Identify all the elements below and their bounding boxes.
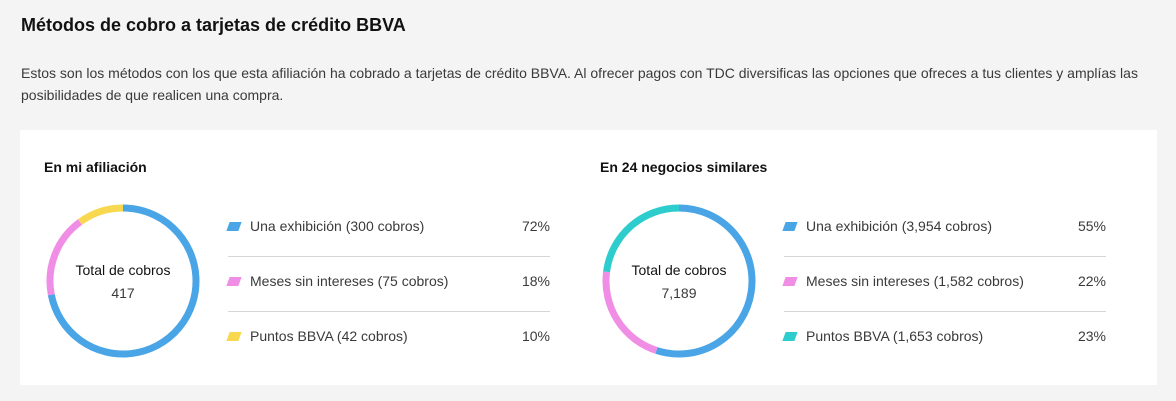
donut-slice-interest-free bbox=[46, 219, 83, 296]
panel-my-affiliation: En mi afiliación Total de cobros 417 Una… bbox=[20, 130, 550, 385]
donut-slice-bbva-points bbox=[78, 204, 124, 225]
chart-legend: Una exhibición (3,954 cobros) 55% Meses … bbox=[782, 202, 1106, 367]
donut-center-total: 7,189 bbox=[661, 284, 697, 301]
donut-slice-single-payment bbox=[47, 204, 200, 358]
legend-row-bbva-points: Puntos BBVA (42 cobros) 10% bbox=[226, 312, 550, 367]
legend-label: Una exhibición (3,954 cobros) bbox=[806, 218, 992, 234]
legend-percentage: 22% bbox=[1077, 273, 1106, 289]
donut-center: Total de cobros 7,189 bbox=[600, 202, 758, 360]
donut-svg bbox=[602, 204, 756, 358]
legend-label: Meses sin intereses (1,582 cobros) bbox=[806, 273, 1024, 289]
legend-row-single-payment: Una exhibición (300 cobros) 72% bbox=[226, 202, 550, 257]
legend-row-single-payment: Una exhibición (3,954 cobros) 55% bbox=[782, 202, 1106, 257]
legend-swatch bbox=[782, 332, 798, 341]
legend-row-interest-free: Meses sin intereses (1,582 cobros) 22% bbox=[782, 257, 1106, 312]
page-description: Estos son los métodos con los que esta a… bbox=[21, 65, 1138, 103]
legend-percentage: 72% bbox=[521, 218, 550, 234]
legend-percentage: 23% bbox=[1077, 328, 1106, 344]
legend-percentage: 10% bbox=[521, 328, 550, 344]
legend-percentage: 55% bbox=[1077, 218, 1106, 234]
donut-center-total: 417 bbox=[111, 284, 135, 301]
legend-swatch bbox=[226, 332, 242, 341]
legend-swatch bbox=[226, 277, 242, 286]
legend-label: Puntos BBVA (42 cobros) bbox=[250, 328, 408, 344]
donut-slice-interest-free bbox=[602, 271, 658, 354]
donut-slice-bbva-points bbox=[603, 204, 680, 273]
chart-legend: Una exhibición (300 cobros) 72% Meses si… bbox=[226, 202, 550, 367]
panel-title: En 24 negocios similares bbox=[600, 159, 768, 175]
legend-percentage: 18% bbox=[521, 273, 550, 289]
legend-row-bbva-points: Puntos BBVA (1,653 cobros) 23% bbox=[782, 312, 1106, 367]
legend-label: Puntos BBVA (1,653 cobros) bbox=[806, 328, 984, 344]
donut-chart: Total de cobros 417 bbox=[44, 202, 202, 360]
payment-methods-card: En mi afiliación Total de cobros 417 Una… bbox=[20, 130, 1157, 385]
legend-label: Una exhibición (300 cobros) bbox=[250, 218, 425, 234]
page-title: Métodos de cobro a tarjetas de crédito B… bbox=[21, 15, 406, 35]
legend-row-interest-free: Meses sin intereses (75 cobros) 18% bbox=[226, 257, 550, 312]
legend-swatch bbox=[226, 222, 242, 231]
legend-label: Meses sin intereses (75 cobros) bbox=[250, 273, 449, 289]
panel-title: En mi afiliación bbox=[44, 159, 147, 175]
donut-svg bbox=[46, 204, 200, 358]
panel-similar-businesses: En 24 negocios similares Total de cobros… bbox=[576, 130, 1106, 385]
donut-slice-single-payment bbox=[655, 204, 756, 358]
donut-chart: Total de cobros 7,189 bbox=[600, 202, 758, 360]
donut-center-label: Total de cobros bbox=[75, 261, 171, 278]
legend-swatch bbox=[782, 222, 798, 231]
donut-center-label: Total de cobros bbox=[631, 261, 727, 278]
donut-center: Total de cobros 417 bbox=[44, 202, 202, 360]
legend-swatch bbox=[782, 277, 798, 286]
